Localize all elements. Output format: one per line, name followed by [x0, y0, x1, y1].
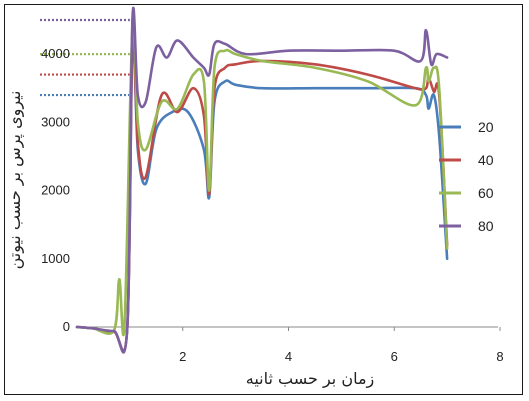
series-line-80 [75, 6, 449, 354]
x-axis-title: زمان بر حسب ثانیه [246, 369, 375, 389]
legend-label-40: 40 [478, 152, 494, 168]
y-tick-label-3000: 3000 [41, 114, 70, 129]
y-tick-label-0: 0 [63, 319, 70, 334]
legend-label-60: 60 [478, 185, 494, 201]
y-tick-label-1000: 1000 [41, 251, 70, 266]
series-line-60 [75, 19, 449, 337]
x-tick-label-4: 4 [285, 349, 292, 364]
x-tick-label-2: 2 [179, 349, 186, 364]
legend-label-80: 80 [478, 218, 494, 234]
legend-label-20: 20 [478, 119, 494, 135]
y-tick-label-2000: 2000 [41, 183, 70, 198]
x-tick-label-8: 8 [496, 349, 503, 364]
y-axis-title: نیروی پرس بر حسب نیوتن [5, 91, 25, 270]
x-tick-label-6: 6 [391, 349, 398, 364]
y-tick-label-4000: 4000 [41, 46, 70, 61]
